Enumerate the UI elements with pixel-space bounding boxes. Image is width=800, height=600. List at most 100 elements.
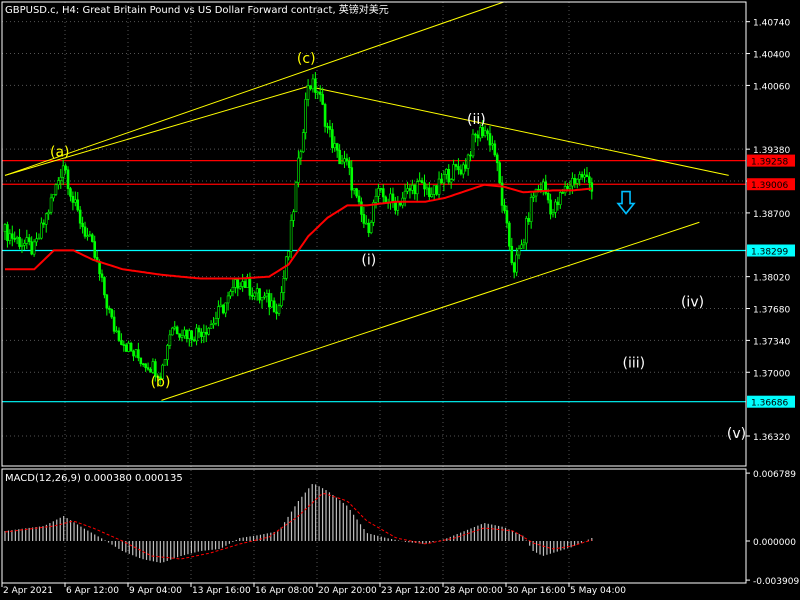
candle — [428, 181, 431, 201]
candle — [173, 321, 177, 331]
candle-body — [331, 129, 334, 149]
candle — [64, 163, 67, 174]
candle — [573, 174, 577, 188]
candle-body — [59, 176, 63, 181]
candle-body — [98, 261, 101, 275]
candle-body — [23, 243, 26, 246]
candle-body — [178, 333, 181, 338]
candle — [442, 170, 446, 192]
candle — [420, 177, 424, 184]
trendlines — [4, 1, 729, 401]
candle-body — [287, 251, 291, 258]
candle-body — [493, 143, 497, 156]
candle-body — [183, 329, 186, 337]
candle-body — [52, 194, 55, 199]
candle — [161, 363, 164, 381]
candle-body — [134, 349, 138, 357]
candle-body — [362, 214, 366, 224]
candle — [226, 291, 230, 311]
candle — [345, 153, 349, 166]
candle — [282, 270, 286, 301]
candle-body — [449, 179, 453, 183]
candle-body — [447, 168, 451, 183]
candle-body — [517, 248, 521, 256]
candle-body — [590, 182, 594, 192]
candle-body — [350, 167, 354, 191]
candle-body — [457, 166, 460, 171]
candle — [500, 176, 504, 213]
candle-body — [542, 181, 545, 191]
y-tick-label: 1.37000 — [753, 369, 790, 379]
candle-body — [13, 238, 16, 240]
candle-body — [357, 195, 361, 203]
x-tick-label: 28 Apr 00:00 — [444, 586, 503, 596]
candle-body — [474, 133, 477, 136]
candle — [27, 233, 31, 246]
candle-body — [364, 222, 368, 225]
candle-body — [251, 295, 254, 297]
candle — [66, 166, 70, 196]
candle-body — [432, 185, 436, 195]
candle — [304, 92, 307, 140]
candle-body — [452, 164, 455, 180]
candle-body — [442, 174, 446, 184]
time-axis: 2 Apr 2021 6 Apr 12:00 9 Apr 04:00 13 Apr 1… — [1, 583, 626, 596]
candle-body — [372, 202, 375, 223]
candle-body — [20, 245, 24, 247]
candle — [459, 164, 463, 176]
candle-body — [396, 201, 400, 211]
candle — [69, 186, 72, 202]
candle-body — [15, 236, 19, 239]
candle-body — [527, 218, 531, 222]
candle-body — [483, 130, 487, 137]
candle-body — [129, 342, 133, 352]
candle-body — [435, 185, 438, 195]
candle — [355, 187, 358, 199]
level-tag-label: 1.38299 — [751, 247, 788, 257]
candle — [478, 124, 482, 142]
candle — [437, 171, 441, 200]
level-tag — [747, 244, 795, 257]
candle — [287, 251, 291, 261]
x-tick-label: 23 Apr 12:00 — [381, 586, 440, 596]
candle — [471, 129, 475, 159]
candle — [90, 232, 94, 243]
candle-body — [360, 201, 363, 215]
candle — [515, 247, 518, 277]
candle-body — [234, 279, 237, 288]
candle — [299, 149, 303, 165]
candle — [491, 135, 494, 151]
candlesticks — [3, 72, 594, 385]
candle-body — [367, 222, 371, 233]
candle-body — [544, 181, 548, 194]
candle — [379, 187, 383, 193]
candle — [120, 333, 123, 346]
candle-body — [146, 367, 150, 370]
level-tag — [747, 395, 795, 408]
candle — [59, 168, 63, 189]
candle — [377, 183, 380, 203]
candle-body — [423, 182, 426, 190]
candle-body — [139, 357, 143, 364]
candle-body — [117, 330, 121, 341]
candle — [61, 159, 65, 186]
price-levels — [2, 160, 746, 403]
candle-body — [37, 237, 41, 240]
down-arrow-shape — [616, 190, 636, 215]
candle — [231, 279, 235, 297]
candle-body — [510, 245, 514, 264]
candle-body — [66, 169, 70, 189]
candle-body — [328, 126, 332, 130]
candle-body — [466, 154, 470, 169]
candle-body — [578, 174, 581, 180]
grid — [1, 2, 746, 583]
candle — [314, 72, 317, 99]
candle — [406, 181, 409, 195]
candle-body — [255, 288, 259, 294]
candle-body — [120, 340, 123, 345]
candle-body — [554, 201, 557, 213]
candle — [452, 159, 455, 181]
candle-body — [420, 180, 424, 184]
candle-body — [406, 188, 409, 192]
candle-body — [430, 194, 434, 197]
